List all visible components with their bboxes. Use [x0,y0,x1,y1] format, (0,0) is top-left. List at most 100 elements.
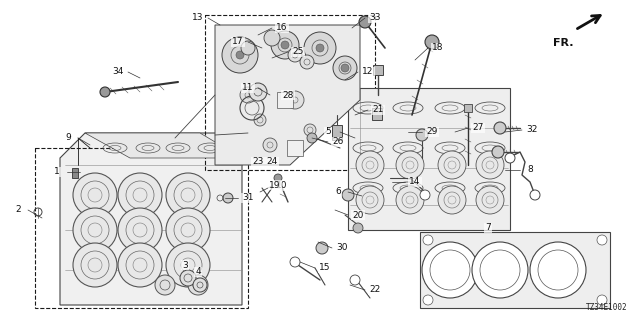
Circle shape [166,208,210,252]
Circle shape [342,189,354,201]
Circle shape [73,173,117,217]
Circle shape [236,51,244,59]
Circle shape [118,243,162,287]
Circle shape [476,151,504,179]
Text: 29: 29 [426,127,438,137]
Circle shape [271,31,299,59]
Circle shape [476,186,504,214]
Circle shape [166,243,210,287]
Text: 23: 23 [252,157,264,166]
Bar [464,104,472,112]
Circle shape [356,186,384,214]
Text: TZ34E1002: TZ34E1002 [586,303,628,312]
Bar [332,125,342,140]
Circle shape [316,242,328,254]
Text: 33: 33 [369,13,381,22]
Bar [372,108,382,120]
Circle shape [472,242,528,298]
Text: 18: 18 [432,44,444,52]
Circle shape [359,16,371,28]
Circle shape [118,208,162,252]
Circle shape [304,124,316,136]
Circle shape [420,190,430,200]
Circle shape [100,87,110,97]
Text: 4: 4 [195,268,201,276]
Text: 1: 1 [54,167,60,177]
Text: 9: 9 [65,133,71,142]
Text: 19: 19 [269,180,281,189]
Polygon shape [60,133,242,305]
Circle shape [316,44,324,52]
Circle shape [222,37,258,73]
Text: 27: 27 [472,124,484,132]
Text: 14: 14 [410,178,420,187]
Circle shape [597,235,607,245]
Circle shape [341,64,349,72]
Circle shape [300,55,314,69]
Bar [277,92,293,108]
Circle shape [416,129,428,141]
Circle shape [597,295,607,305]
Circle shape [350,275,360,285]
Circle shape [494,122,506,134]
Text: 30: 30 [336,244,348,252]
Circle shape [166,173,210,217]
Circle shape [422,242,478,298]
Circle shape [264,30,280,46]
Circle shape [73,243,117,287]
Bar [205,15,375,170]
Text: 32: 32 [526,125,538,134]
Bar [35,148,248,308]
Circle shape [396,151,424,179]
Circle shape [263,138,277,152]
Circle shape [223,193,233,203]
Circle shape [356,151,384,179]
Bar [72,168,78,178]
Circle shape [286,91,304,109]
Circle shape [254,114,266,126]
Circle shape [241,41,255,55]
Circle shape [396,186,424,214]
Circle shape [288,48,302,62]
Circle shape [530,242,586,298]
Circle shape [530,190,540,200]
Text: 10: 10 [276,181,288,190]
Text: 34: 34 [112,68,124,76]
Text: 13: 13 [192,13,204,22]
Circle shape [353,223,363,233]
Text: 25: 25 [292,47,304,57]
Circle shape [505,153,515,163]
Circle shape [304,32,336,64]
Text: 6: 6 [335,188,341,196]
Circle shape [249,83,267,101]
Circle shape [290,257,300,267]
Polygon shape [420,232,610,308]
Text: 31: 31 [243,194,253,203]
Text: 20: 20 [352,211,364,220]
Text: 17: 17 [232,37,244,46]
Text: 21: 21 [372,106,384,115]
Text: 5: 5 [325,127,331,137]
Circle shape [118,173,162,217]
Circle shape [492,146,504,158]
Polygon shape [85,133,242,158]
Circle shape [423,235,433,245]
Text: 22: 22 [369,285,381,294]
Text: FR.: FR. [552,38,573,48]
Circle shape [425,35,439,49]
Circle shape [438,186,466,214]
Text: 3: 3 [182,260,188,269]
Circle shape [188,275,208,295]
Polygon shape [215,25,360,165]
Text: 2: 2 [15,205,21,214]
Text: 24: 24 [266,157,278,166]
Text: 11: 11 [243,84,253,92]
Text: 28: 28 [282,91,294,100]
Circle shape [193,278,207,292]
Bar [373,65,383,75]
Polygon shape [348,88,510,230]
Circle shape [274,174,282,182]
Text: 26: 26 [332,138,344,147]
Text: 8: 8 [527,165,533,174]
Circle shape [307,133,317,143]
